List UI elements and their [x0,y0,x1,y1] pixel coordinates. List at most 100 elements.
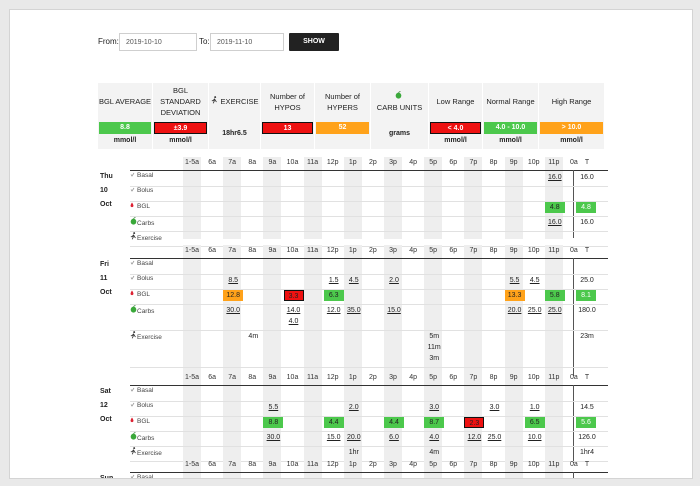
hour-header: 5p [429,247,438,254]
check-icon [130,172,137,179]
day-top-border [130,170,608,171]
row-label-bgl: BGL [130,290,150,298]
hour-header: 3p [389,247,397,254]
hour-header: 0a [569,247,578,254]
hour-header: 11p [548,461,560,468]
hour-column-shade [544,459,563,478]
log-cell[interactable]: 12.0 [326,307,341,314]
hour-header: 9p [509,461,518,468]
row-total: 126.0 [578,434,596,441]
hour-column-shade [504,459,523,478]
log-cell: 13.3 [504,290,525,301]
hour-header: 9a [268,159,277,166]
to-label: To: [199,37,210,46]
row-total: 4.8 [576,202,596,213]
log-cell[interactable]: 2.0 [389,277,399,284]
log-cell[interactable]: 4.0 [429,434,440,441]
log-cell[interactable]: 3.0 [489,404,500,411]
row-label-text: BGL [137,291,151,298]
log-cell[interactable]: 2.0 [348,404,359,411]
log-cell[interactable]: 25.0 [487,434,502,441]
hour-column-shade [544,245,563,377]
log-cell: 5m [429,333,440,340]
log-cell[interactable]: 30.0 [266,434,281,441]
log-cell: 2.3 [464,417,485,428]
log-cell[interactable]: 4.5 [348,277,359,284]
log-cell: 8.8 [263,417,284,428]
log-cell[interactable]: 12.0 [467,434,482,441]
day-label: Oct [100,416,112,423]
hour-column-shade [343,372,362,464]
log-cell[interactable]: 6.0 [389,434,399,441]
summary-carbs: CARB UNITS grams [370,83,428,149]
log-cell[interactable]: 25.0 [527,307,542,314]
row-total: 5.6 [576,417,596,428]
hour-header: 9a [268,461,277,468]
hour-column-shade [384,245,402,377]
row-label-text: Carbs [137,435,155,442]
runner-icon [130,331,137,341]
log-cell[interactable]: 20.0 [507,307,522,314]
log-cell: 11m [427,344,441,351]
row-label-text: BGL [137,203,151,210]
log-cell[interactable]: 15.0 [387,307,401,314]
log-cell[interactable]: 16.0 [547,174,562,181]
hour-column-shade [263,245,282,377]
log-cell[interactable]: 30.0 [226,307,240,314]
hour-header: 3p [389,374,397,381]
total-header: T [584,461,590,468]
log-cell[interactable]: 4.0 [288,318,299,325]
day-top-border [130,258,608,259]
hour-header: 0a [569,159,578,166]
log-cell[interactable]: 1.0 [529,404,540,411]
hour-header: 1-5a [184,461,199,468]
hour-header: 10a [286,159,299,166]
hour-header: 11a [307,159,319,166]
row-label-carbs: Carbs [130,432,154,442]
hour-column-shade [464,459,483,478]
row-label-text: Exercise [137,334,162,341]
show-button[interactable]: SHOW [289,33,339,51]
hour-column-shade [504,157,523,239]
hour-column-shade [183,245,201,377]
log-cell[interactable]: 25.0 [547,307,562,314]
row-label-text: Basal [137,260,154,267]
runner-icon [130,232,137,242]
summary-title-text: Number of HYPERS [324,91,360,112]
total-divider [573,258,574,376]
log-cell[interactable]: 4.5 [529,277,540,284]
log-cell[interactable]: 35.0 [346,307,361,314]
log-cell[interactable]: 5.5 [268,404,279,411]
total-divider [573,170,574,238]
hour-header: 7a [228,374,237,381]
log-cell[interactable]: 15.0 [326,434,341,441]
log-cell[interactable]: 8.5 [228,277,239,284]
row-divider [130,201,608,202]
row-label-basal: Basal [130,172,153,179]
hour-column-shade [504,372,523,464]
day-top-border [130,385,608,386]
hour-header: 1p [348,461,357,468]
day-label: Fri [100,261,109,268]
log-cell[interactable]: 3.0 [429,404,440,411]
row-divider [130,216,608,217]
check-icon [130,187,137,194]
hour-header: 11a [307,247,319,254]
log-cell[interactable]: 10.0 [527,434,542,441]
log-cell[interactable]: 5.5 [509,277,520,284]
hour-header: 7a [228,461,237,468]
log-cell[interactable]: 16.0 [547,219,562,226]
to-date-input[interactable]: 2019-11-10 [210,33,284,51]
blood-drop-icon [130,417,137,425]
log-cell[interactable]: 14.0 [286,307,301,314]
hour-header: 10a [286,374,299,381]
row-label-bolus: Bolus [130,275,153,282]
hour-column-shade [223,157,242,239]
log-cell[interactable]: 1.5 [328,277,339,284]
from-date-input[interactable]: 2019-10-10 [119,33,197,51]
row-divider [130,330,608,331]
log-cell[interactable]: 20.0 [346,434,361,441]
summary-low: Low Range < 4.0 mmol/l [428,83,482,149]
hour-column-shade [424,245,443,377]
day-top-border [130,472,608,473]
